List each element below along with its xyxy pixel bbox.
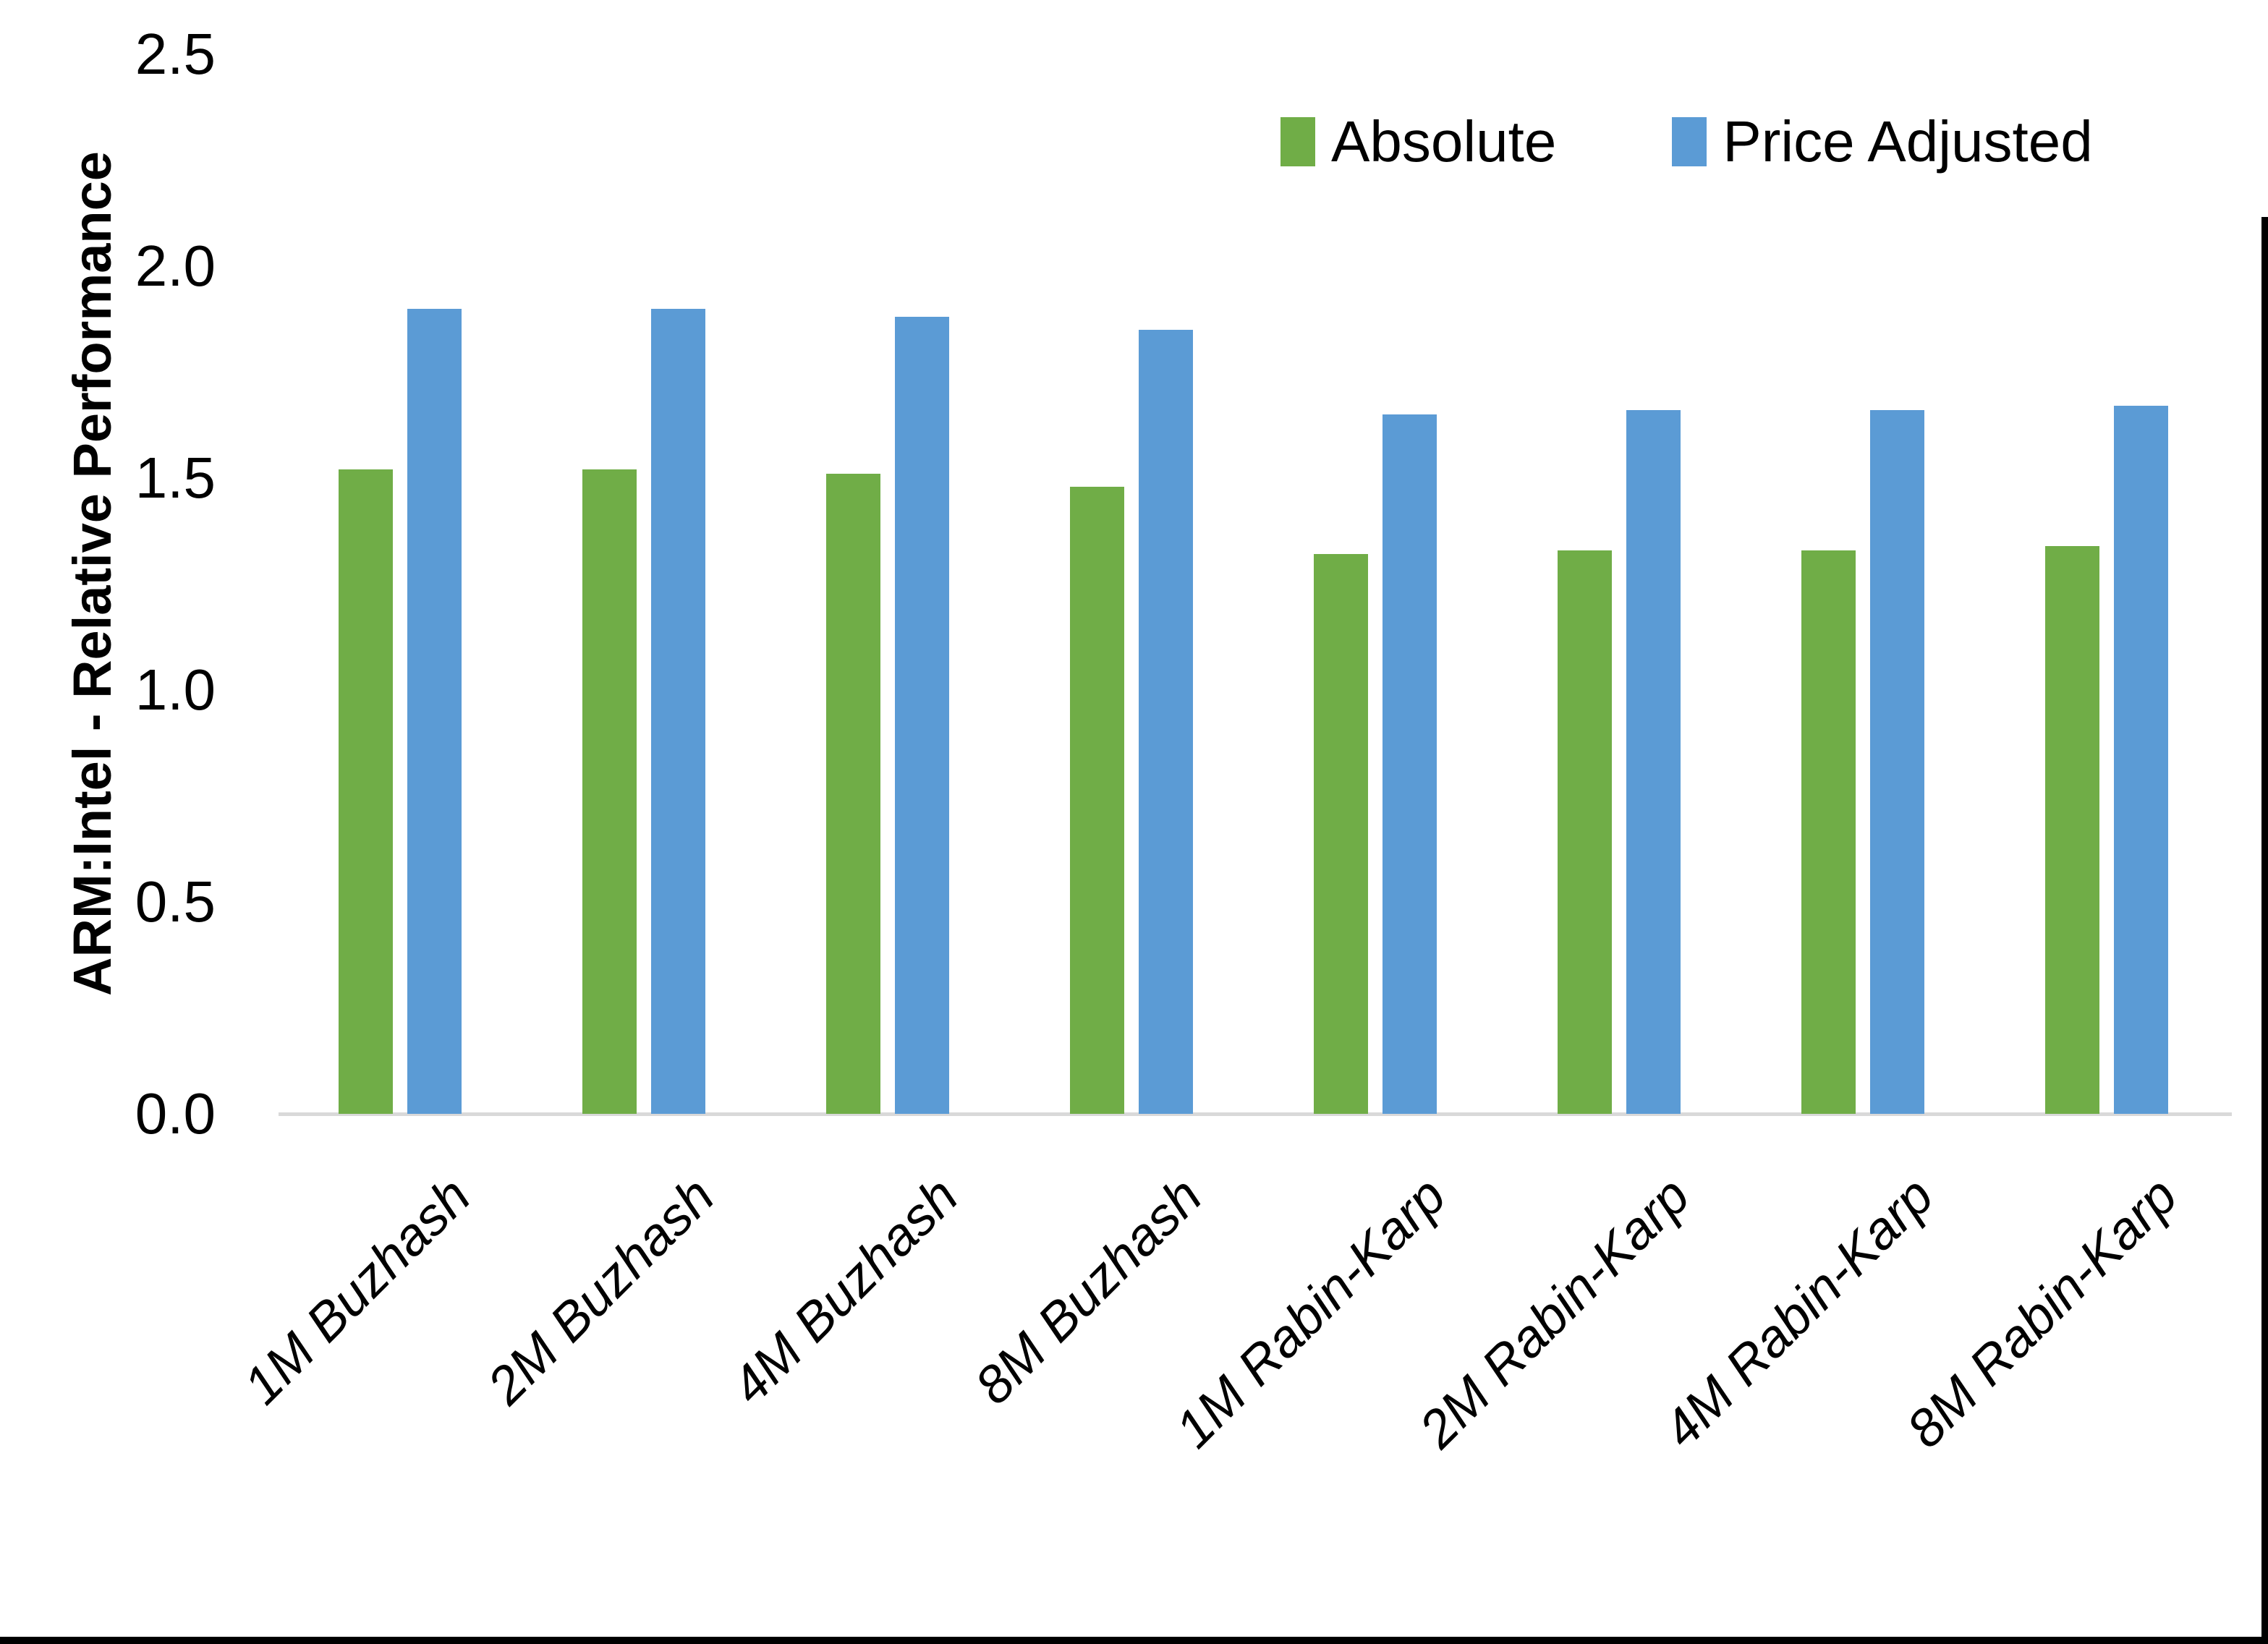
bar-absolute-4m-buzhash: [826, 474, 880, 1114]
legend-label-absolute: Absolute: [1331, 109, 1557, 174]
y-tick-label-0.5: 0.5: [135, 869, 216, 934]
legend-item-price-adjusted: Price Adjusted: [1672, 108, 2093, 175]
bar-absolute-1m-buzhash: [339, 469, 393, 1114]
frame-border-right: [2261, 217, 2268, 1644]
bar-price-adjusted-8m-rabin-karp: [2114, 406, 2168, 1114]
bar-price-adjusted-1m-buzhash: [407, 309, 462, 1114]
x-category-label-1m-buzhash: 1M Buzhash: [232, 1166, 482, 1415]
bar-price-adjusted-8m-buzhash: [1139, 330, 1193, 1114]
bar-price-adjusted-1m-rabin-karp: [1383, 414, 1437, 1114]
x-category-label-4m-buzhash: 4M Buzhash: [720, 1166, 969, 1415]
y-tick-label-1.0: 1.0: [135, 657, 216, 722]
legend-swatch-price-adjusted: [1672, 117, 1707, 166]
y-tick-label-2.0: 2.0: [135, 234, 216, 298]
x-category-label-2m-buzhash: 2M Buzhash: [476, 1166, 726, 1415]
bar-absolute-8m-buzhash: [1070, 487, 1124, 1114]
legend-label-price-adjusted: Price Adjusted: [1723, 109, 2093, 174]
legend-item-absolute: Absolute: [1280, 108, 1556, 175]
bar-absolute-8m-rabin-karp: [2045, 546, 2099, 1114]
x-axis-line: [279, 1112, 2232, 1116]
frame-border-bottom: [0, 1637, 2268, 1644]
bar-absolute-2m-buzhash: [582, 469, 637, 1114]
bar-price-adjusted-4m-rabin-karp: [1870, 410, 1924, 1114]
y-tick-label-2.5: 2.5: [135, 22, 216, 86]
y-tick-label-1.5: 1.5: [135, 446, 216, 510]
y-tick-label-0.0: 0.0: [135, 1081, 216, 1146]
bar-price-adjusted-4m-buzhash: [895, 317, 949, 1114]
bar-absolute-2m-rabin-karp: [1558, 550, 1612, 1114]
legend-swatch-absolute: [1280, 117, 1315, 166]
legend: Absolute Price Adjusted: [1280, 108, 2093, 175]
x-category-label-8m-buzhash: 8M Buzhash: [964, 1166, 1213, 1415]
bar-price-adjusted-2m-rabin-karp: [1626, 410, 1681, 1114]
bar-absolute-1m-rabin-karp: [1314, 554, 1368, 1114]
bar-price-adjusted-2m-buzhash: [651, 309, 705, 1114]
bar-absolute-4m-rabin-karp: [1801, 550, 1856, 1114]
